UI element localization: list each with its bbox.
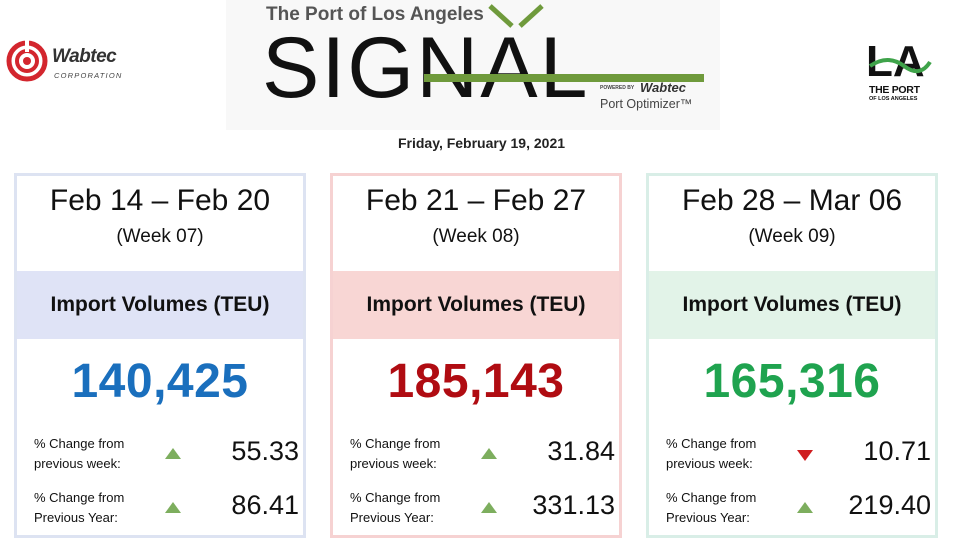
la-wave-icon: LA [866, 37, 932, 82]
report-date: Friday, February 19, 2021 [397, 135, 566, 151]
triangle-up-icon [165, 448, 181, 459]
card-metric-title: Import Volumes (TEU) [649, 271, 935, 339]
wabtec-logo-tagline: CORPORATION [54, 71, 123, 80]
signal-accent-icon [424, 4, 704, 82]
wabtec-swirl-icon [6, 40, 48, 82]
signal-port-line: The Port of Los Angeles [266, 4, 484, 25]
triangle-up-icon [481, 448, 497, 459]
year-change-row: % Change from Previous Year: 331.13 [347, 486, 615, 530]
week-card-09: Feb 28 – Mar 06 (Week 09) Import Volumes… [646, 173, 938, 538]
year-change-value: 219.40 [848, 490, 931, 520]
week-change-row: % Change from previous week: 10.71 [663, 432, 931, 476]
week-change-value: 10.71 [863, 436, 931, 466]
card-date-range: Feb 21 – Feb 27 [365, 184, 587, 217]
signal-brand: Wabtec [640, 80, 686, 95]
la-logo-line2: OF LOS ANGELES [869, 96, 918, 102]
triangle-up-icon [797, 502, 813, 513]
week-change-value: 31.84 [547, 436, 615, 466]
triangle-down-icon [797, 450, 813, 461]
year-change-value: 86.41 [231, 490, 299, 520]
card-week-number: (Week 08) [432, 226, 520, 247]
signal-product: Port Optimizer™ [600, 97, 693, 111]
week-card-08: Feb 21 – Feb 27 (Week 08) Import Volumes… [330, 173, 622, 538]
card-import-volume: 140,425 [71, 355, 249, 408]
week-change-label: % Change from previous week: [350, 436, 441, 471]
card-date-range: Feb 14 – Feb 20 [49, 184, 271, 217]
year-change-row: % Change from Previous Year: 219.40 [663, 486, 931, 530]
week-change-value: 55.33 [231, 436, 299, 466]
port-of-la-logo: LA THE PORT OF LOS ANGELES [864, 36, 936, 106]
signal-wordmark: SIGNAL [262, 20, 590, 116]
year-change-value: 331.13 [532, 490, 615, 520]
card-week-number: (Week 07) [116, 226, 204, 247]
week-change-label: % Change from previous week: [666, 436, 757, 471]
week-change-row: % Change from previous week: 31.84 [347, 432, 615, 476]
card-metric-title: Import Volumes (TEU) [333, 271, 619, 339]
card-date-range: Feb 28 – Mar 06 [681, 184, 903, 217]
year-change-label: % Change from Previous Year: [666, 490, 757, 525]
wabtec-logo: Wabtec CORPORATION [6, 38, 136, 88]
year-change-label: % Change from Previous Year: [34, 490, 125, 525]
card-import-volume: 165,316 [703, 355, 881, 408]
card-week-number: (Week 09) [748, 226, 836, 247]
year-change-row: % Change from Previous Year: 86.41 [31, 486, 299, 530]
card-import-volume: 185,143 [387, 355, 565, 408]
wabtec-logo-name: Wabtec [52, 46, 117, 67]
signal-powered-by: POWERED BY [600, 85, 635, 91]
week-change-label: % Change from previous week: [34, 436, 125, 471]
signal-banner: The Port of Los Angeles SIGNAL POWERED B… [226, 0, 720, 130]
card-metric-title: Import Volumes (TEU) [17, 271, 303, 339]
la-logo-line1: THE PORT [869, 84, 920, 96]
year-change-label: % Change from Previous Year: [350, 490, 441, 525]
triangle-up-icon [165, 502, 181, 513]
week-change-row: % Change from previous week: 55.33 [31, 432, 299, 476]
week-card-07: Feb 14 – Feb 20 (Week 07) Import Volumes… [14, 173, 306, 538]
triangle-up-icon [481, 502, 497, 513]
